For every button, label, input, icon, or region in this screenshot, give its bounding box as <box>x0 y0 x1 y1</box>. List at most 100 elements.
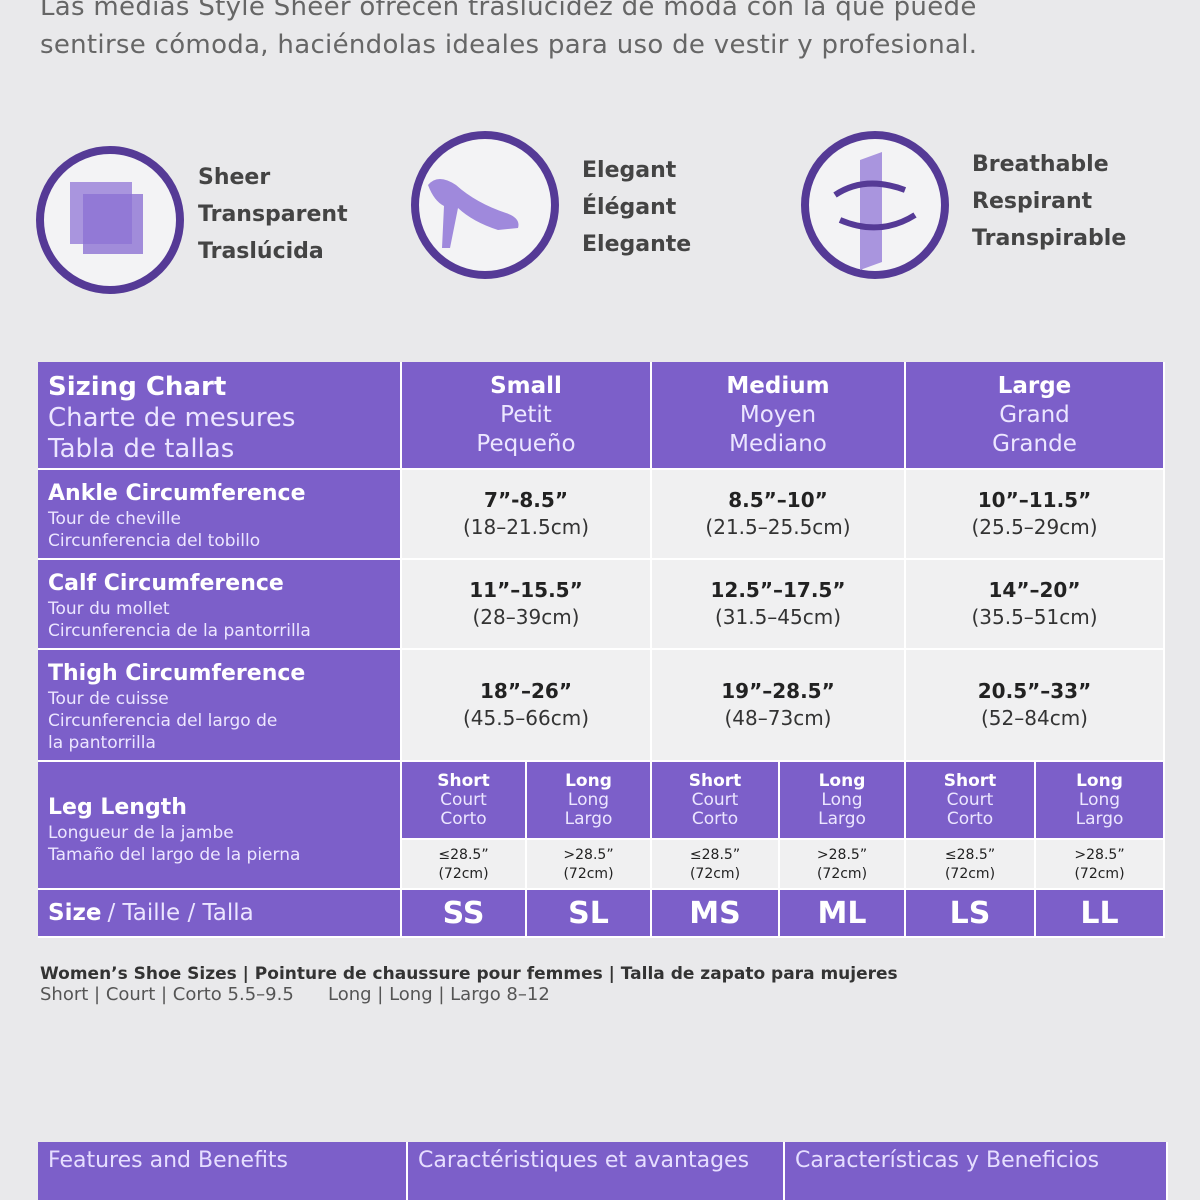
value-text: 10”–11.5” <box>977 488 1092 512</box>
header-text: Sizing Chart <box>48 372 227 402</box>
size-text: Grand <box>999 402 1070 428</box>
intro-line: sentirse cómoda, haciéndolas ideales par… <box>40 30 978 60</box>
shoe-long: Long | Long | Largo 8–12 <box>328 984 550 1005</box>
feature-text: Transparent <box>198 202 348 227</box>
header-text: Tabla de tallas <box>48 434 235 464</box>
value-text: 18”–26” <box>480 679 572 703</box>
size-code-cell: ML <box>780 890 906 938</box>
row-label: Ankle Circumference Tour de cheville Circu… <box>38 470 402 560</box>
value-text: 7”-8.5” <box>484 488 568 512</box>
size-text: Pequeño <box>476 431 576 457</box>
size-text: Grande <box>992 431 1077 457</box>
feature-text: Breathable <box>972 152 1109 177</box>
value-cell: 12.5”–17.5” (31.5–45cm) <box>652 560 906 650</box>
feature-text: Respirant <box>972 189 1093 214</box>
leg-measure-text: >28.5” <box>1074 847 1125 863</box>
leg-sub-text: Long <box>818 771 866 791</box>
value-cell: 11”–15.5” (28–39cm) <box>402 560 652 650</box>
size-label-text: Size <box>48 900 102 926</box>
leg-measure: >28.5” (72cm) <box>1036 840 1165 890</box>
leg-measure: >28.5” (72cm) <box>780 840 906 890</box>
size-text: Small <box>490 373 562 399</box>
row-label-text: Ankle Circumference <box>48 481 306 506</box>
size-code: ML <box>817 896 867 931</box>
row-label-text: la pantorrilla <box>48 733 156 753</box>
icons <box>36 131 949 294</box>
bottom-heading: Características y Beneficios <box>785 1142 1168 1200</box>
header-cell: Sizing Chart Charte de mesures Tabla de ta… <box>38 362 402 470</box>
value-text: 20.5”–33” <box>977 679 1092 703</box>
leg-sub-text: Short <box>943 771 997 791</box>
value-text: (52–84cm) <box>981 706 1088 730</box>
value-cell: 19”–28.5” (48–73cm) <box>652 650 906 762</box>
value-text: 14”–20” <box>988 578 1081 602</box>
value-text: (35.5–51cm) <box>971 605 1098 629</box>
size-text: Medium <box>726 373 830 399</box>
size-code: LL <box>1080 896 1119 931</box>
row-label: Calf Circumference Tour du mollet Circunfe… <box>38 560 402 650</box>
leg-sub-text: Long <box>1076 771 1123 791</box>
size-code-cell: SS <box>402 890 527 938</box>
size-code: LS <box>949 896 991 931</box>
size-text: Moyen <box>739 402 817 428</box>
leg-measure-text: ≤28.5” <box>438 847 489 863</box>
leg-sub-text: Short <box>688 771 742 791</box>
sheer-square <box>83 194 143 254</box>
shoe-title: Women’s Shoe Sizes | Pointure de chaussu… <box>40 964 898 984</box>
leg-label-text: Leg Length <box>48 795 187 820</box>
value-text: 8.5”–10” <box>728 488 828 512</box>
leg-label-text: Tamaño del largo de la pierna <box>48 845 301 865</box>
leg-measure: >28.5” (72cm) <box>527 840 652 890</box>
value-text: (31.5–45cm) <box>714 605 842 629</box>
feature-text: Elegante <box>582 232 692 257</box>
row-label-text: Tour du mollet <box>48 599 170 619</box>
leg-sub-text: Corto <box>946 809 994 829</box>
size-code: MS <box>689 896 741 931</box>
leg-measure-text: (72cm) <box>816 866 868 882</box>
leg-sub-text: Long <box>565 771 612 791</box>
value-cell: 18”–26” (45.5–66cm) <box>402 650 652 762</box>
row-label-text: Tour de cheville <box>48 509 181 529</box>
size-code-cell: LL <box>1036 890 1165 938</box>
size-text: Mediano <box>729 431 827 457</box>
leg-sub-header: Short Court Corto <box>652 762 780 840</box>
header-text: Charte de mesures <box>48 403 296 433</box>
size-text: Large <box>997 373 1072 399</box>
leg-sub-header: Long Long Largo <box>527 762 652 840</box>
size-code: SL <box>568 896 609 931</box>
leg-sub-text: Short <box>437 771 490 791</box>
shoe <box>428 179 519 248</box>
value-cell: 7”-8.5” (18–21.5cm) <box>402 470 652 560</box>
leg-sub-text: Long <box>821 790 863 810</box>
leg-sub-text: Largo <box>818 809 866 829</box>
bottom-heading: Caractéristiques et avantages <box>408 1142 785 1200</box>
size-code: SS <box>442 896 485 931</box>
value-text: (45.5–66cm) <box>462 706 590 730</box>
value-text: (25.5–29cm) <box>971 515 1098 539</box>
fabric <box>860 152 882 270</box>
value-cell: 14”–20” (35.5–51cm) <box>906 560 1165 650</box>
leg-sub-text: Long <box>1078 790 1121 810</box>
size-label-rest: / Taille / Talla <box>107 900 254 926</box>
feature-text: Traslúcida <box>198 239 324 264</box>
row-label-text: Tour de cuisse <box>48 689 169 709</box>
value-text: (48–73cm) <box>724 706 832 730</box>
leg-sub-header: Short Court Corto <box>906 762 1036 840</box>
leg-measure-text: >28.5” <box>816 847 868 863</box>
feature-text: Élégant <box>582 195 677 220</box>
leg-measure-text: ≤28.5” <box>689 847 741 863</box>
leg-measure-text: ≤28.5” <box>944 847 996 863</box>
leg-sub-text: Court <box>691 790 739 810</box>
value-text: (21.5–25.5cm) <box>705 515 851 539</box>
leg-sub-header: Long Long Largo <box>780 762 906 840</box>
leg-measure: ≤28.5” (72cm) <box>906 840 1036 890</box>
leg-measure-text: (72cm) <box>689 866 741 882</box>
size-code-cell: SL <box>527 890 652 938</box>
leg-measure-text: (72cm) <box>1074 866 1125 882</box>
leg-label: Leg Length Longueur de la jambe Tamaño del… <box>38 762 402 890</box>
leg-sub-text: Long <box>567 790 610 810</box>
feature-text: Elegant <box>582 158 677 183</box>
value-text: 11”–15.5” <box>469 578 583 602</box>
leg-label-text: Longueur de la jambe <box>48 823 234 843</box>
leg-sub-text: Court <box>440 790 487 810</box>
